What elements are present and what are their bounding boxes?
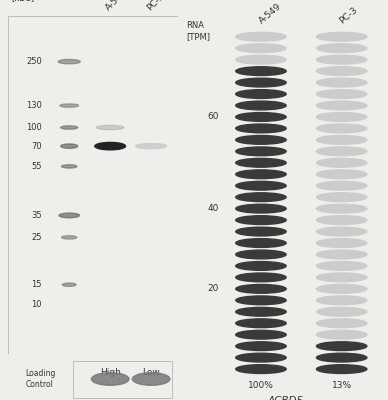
Ellipse shape: [317, 227, 367, 236]
Text: 15: 15: [31, 280, 42, 289]
Text: 35: 35: [31, 211, 42, 220]
Ellipse shape: [236, 67, 286, 76]
Text: A-549: A-549: [104, 0, 129, 13]
Text: 13%: 13%: [332, 380, 352, 390]
Ellipse shape: [59, 213, 80, 218]
Ellipse shape: [317, 353, 367, 362]
Ellipse shape: [62, 236, 77, 239]
Ellipse shape: [236, 158, 286, 167]
Ellipse shape: [236, 319, 286, 328]
Text: High: High: [100, 368, 121, 376]
Text: 55: 55: [31, 162, 42, 171]
Ellipse shape: [60, 104, 79, 107]
Ellipse shape: [236, 307, 286, 316]
Ellipse shape: [136, 144, 166, 149]
Ellipse shape: [236, 262, 286, 270]
Ellipse shape: [317, 284, 367, 293]
Bar: [73, 361, 171, 398]
Ellipse shape: [317, 296, 367, 305]
Ellipse shape: [236, 44, 286, 52]
Text: 250: 250: [26, 57, 42, 66]
Text: 130: 130: [26, 101, 42, 110]
Text: 20: 20: [207, 284, 218, 293]
Ellipse shape: [58, 60, 80, 64]
Ellipse shape: [236, 147, 286, 156]
Ellipse shape: [236, 90, 286, 98]
Text: 40: 40: [207, 204, 218, 213]
Ellipse shape: [236, 101, 286, 110]
Ellipse shape: [236, 193, 286, 202]
Text: A-549: A-549: [257, 2, 283, 25]
Ellipse shape: [62, 165, 77, 168]
Ellipse shape: [62, 283, 76, 286]
Ellipse shape: [317, 273, 367, 282]
Ellipse shape: [317, 67, 367, 76]
Ellipse shape: [317, 307, 367, 316]
Ellipse shape: [317, 250, 367, 259]
Ellipse shape: [317, 193, 367, 202]
Ellipse shape: [317, 136, 367, 144]
Ellipse shape: [236, 78, 286, 87]
Text: Loading
Control: Loading Control: [25, 369, 55, 389]
Ellipse shape: [92, 373, 129, 385]
Ellipse shape: [236, 284, 286, 293]
Text: ACBD5: ACBD5: [267, 396, 303, 400]
Ellipse shape: [317, 32, 367, 41]
Ellipse shape: [317, 78, 367, 87]
Ellipse shape: [236, 136, 286, 144]
Ellipse shape: [61, 144, 78, 148]
Ellipse shape: [61, 126, 78, 129]
Ellipse shape: [236, 273, 286, 282]
Ellipse shape: [236, 330, 286, 339]
Text: 100: 100: [26, 123, 42, 132]
Ellipse shape: [317, 170, 367, 179]
Text: [kDa]: [kDa]: [11, 0, 34, 2]
Ellipse shape: [236, 250, 286, 259]
Ellipse shape: [236, 170, 286, 179]
Ellipse shape: [236, 227, 286, 236]
Ellipse shape: [236, 353, 286, 362]
Ellipse shape: [317, 101, 367, 110]
Ellipse shape: [236, 204, 286, 213]
Text: RNA
[TPM]: RNA [TPM]: [186, 22, 210, 41]
Ellipse shape: [236, 296, 286, 305]
Text: 60: 60: [207, 112, 218, 122]
Ellipse shape: [317, 158, 367, 167]
Ellipse shape: [317, 55, 367, 64]
Ellipse shape: [317, 90, 367, 98]
Ellipse shape: [317, 262, 367, 270]
Ellipse shape: [317, 342, 367, 350]
Ellipse shape: [236, 112, 286, 121]
Ellipse shape: [236, 32, 286, 41]
Ellipse shape: [317, 330, 367, 339]
Text: 70: 70: [31, 142, 42, 151]
Ellipse shape: [132, 373, 170, 385]
Text: PC-3: PC-3: [338, 5, 360, 25]
Ellipse shape: [95, 142, 126, 150]
Text: Low: Low: [142, 368, 160, 376]
Ellipse shape: [317, 44, 367, 52]
Ellipse shape: [236, 216, 286, 224]
Ellipse shape: [317, 147, 367, 156]
Ellipse shape: [236, 239, 286, 248]
Ellipse shape: [236, 342, 286, 350]
Text: 100%: 100%: [248, 380, 274, 390]
Ellipse shape: [317, 365, 367, 374]
Ellipse shape: [317, 124, 367, 133]
Ellipse shape: [317, 112, 367, 121]
Ellipse shape: [236, 181, 286, 190]
Text: PC-3: PC-3: [145, 0, 166, 13]
Ellipse shape: [236, 365, 286, 374]
Ellipse shape: [317, 239, 367, 248]
Ellipse shape: [236, 124, 286, 133]
Ellipse shape: [317, 319, 367, 328]
Text: 25: 25: [31, 233, 42, 242]
Ellipse shape: [236, 55, 286, 64]
Ellipse shape: [317, 216, 367, 224]
Text: 10: 10: [31, 300, 42, 310]
Ellipse shape: [97, 125, 124, 130]
Ellipse shape: [317, 204, 367, 213]
Ellipse shape: [317, 181, 367, 190]
